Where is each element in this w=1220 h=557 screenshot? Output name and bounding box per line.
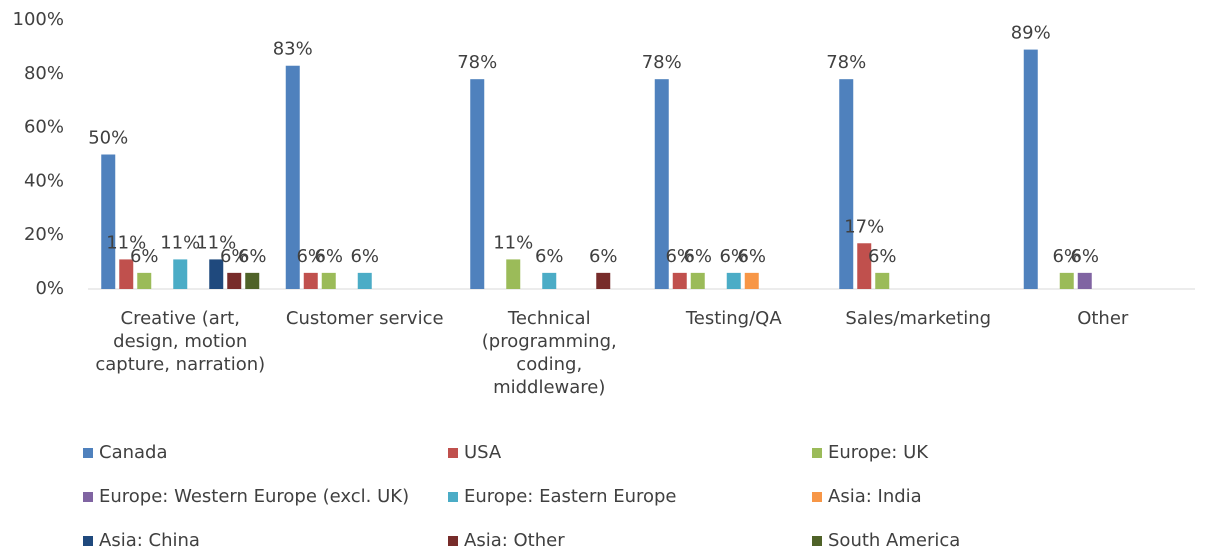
bar [672,272,687,289]
bar [101,154,116,289]
data-label: 83% [273,39,313,60]
data-label: 11% [106,232,146,253]
bar [506,259,521,289]
y-tick-label: 0% [35,278,64,299]
x-tick-label: Technical (programming, coding, middlewa… [481,308,617,398]
legend-label: Europe: Eastern Europe [464,486,677,507]
data-label: 6% [238,246,267,267]
data-label: 6% [314,246,343,267]
data-label: 11% [493,232,533,253]
legend-label: Asia: India [828,486,922,507]
data-label: 6% [1070,246,1099,267]
data-label: 89% [1011,23,1051,44]
bar [1077,272,1092,289]
bar [1059,272,1074,289]
legend-label: Asia: China [99,530,200,551]
y-tick-label: 100% [13,9,64,30]
legend-swatch [448,492,458,502]
y-tick-label: 20% [24,224,64,245]
bar [1023,49,1038,290]
bar [690,272,705,289]
data-label: 6% [220,246,249,267]
bar [744,272,759,289]
data-label: 78% [642,52,682,73]
legend-label: USA [464,442,502,463]
data-label: 78% [826,52,866,73]
bar [654,79,669,290]
data-label: 6% [589,246,618,267]
legend-label: Europe: Western Europe (excl. UK) [99,486,409,507]
legend-label: Europe: UK [828,442,929,463]
data-label: 6% [130,246,159,267]
legend-swatch [812,536,822,546]
data-label: 6% [665,246,694,267]
data-label: 78% [457,52,497,73]
bar [875,272,890,289]
data-label: 17% [844,216,884,237]
legend-label: Canada [99,442,168,463]
bar [726,272,741,289]
legend-swatch [83,536,93,546]
bar [137,272,152,289]
legend-swatch [812,492,822,502]
bar [857,243,872,289]
x-tick-label: Customer service [285,308,444,329]
data-label: 11% [160,232,200,253]
bar [285,65,300,289]
bar [470,79,485,290]
legend-swatch [83,448,93,458]
data-label: 6% [868,246,897,267]
legend-label: Asia: Other [464,530,565,551]
x-tick-label: Testing/QA [685,308,782,329]
x-tick-label: Other [1077,308,1129,329]
x-tick-label: Sales/marketing [845,308,992,329]
bar [321,272,336,289]
bar [596,272,611,289]
data-label: 11% [196,232,236,253]
bar [303,272,318,289]
data-label: 6% [350,246,379,267]
y-tick-label: 40% [24,170,64,191]
data-label: 50% [88,128,128,149]
data-label: 6% [719,246,748,267]
x-tick-label: Creative (art, design, motion capture, n… [95,308,266,375]
legend-swatch [448,536,458,546]
bar [209,259,224,289]
data-label: 6% [683,246,712,267]
legend-label: South America [828,530,960,551]
data-label: 6% [535,246,564,267]
legend-swatch [812,448,822,458]
bar [357,272,372,289]
bar [542,272,557,289]
y-tick-label: 60% [24,117,64,138]
data-label: 6% [737,246,766,267]
bar [245,272,260,289]
bar [839,79,854,290]
legend-swatch [448,448,458,458]
legend-swatch [83,492,93,502]
bar [173,259,188,289]
data-label: 6% [1052,246,1081,267]
y-tick-label: 80% [24,63,64,84]
bar [119,259,134,289]
data-label: 6% [296,246,325,267]
bar [227,272,242,289]
